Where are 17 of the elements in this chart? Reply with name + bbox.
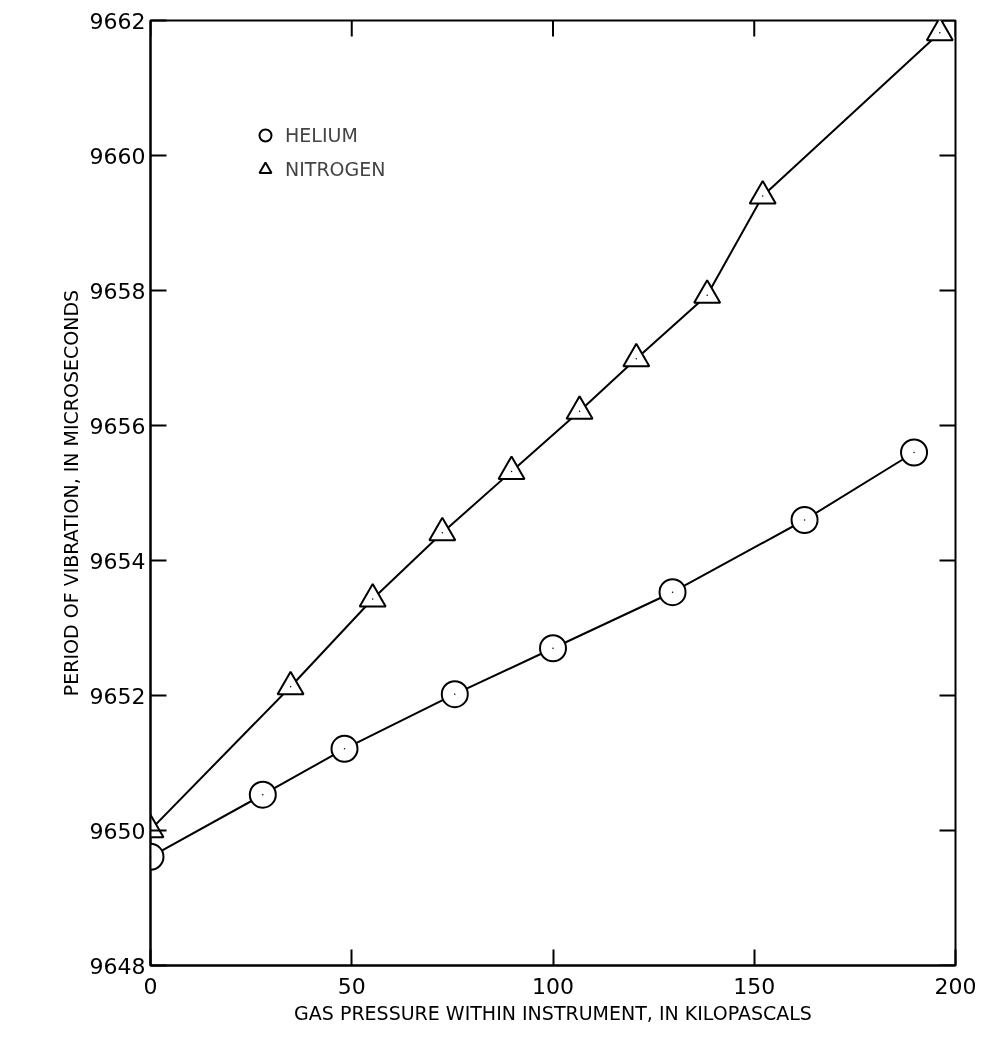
legend-label: NITROGEN [285,158,386,180]
y-axis-title: PERIOD OF VIBRATION, IN MICROSECONDS [59,289,82,697]
x-axis-title: GAS PRESSURE WITHIN INSTRUMENT, IN KILOPASCALS [294,1001,812,1024]
y-tick-label: 9656 [89,413,146,439]
x-tick-label: 50 [337,973,366,999]
y-tick-label: 9660 [89,143,146,169]
x-tick-label: 100 [532,973,574,999]
x-tick-label: 0 [143,973,158,999]
y-tick-label: 9648 [89,953,146,979]
y-tick-label: 9658 [89,278,146,304]
y-tick-label: 9650 [89,818,146,844]
y-tick-label: 9652 [89,683,146,709]
x-tick-label: 150 [733,973,776,999]
y-tick-label: 9654 [89,548,146,574]
y-tick-label: 9662 [89,8,146,34]
x-tick-label: 200 [934,973,977,999]
legend-label: HELIUM [285,124,358,146]
